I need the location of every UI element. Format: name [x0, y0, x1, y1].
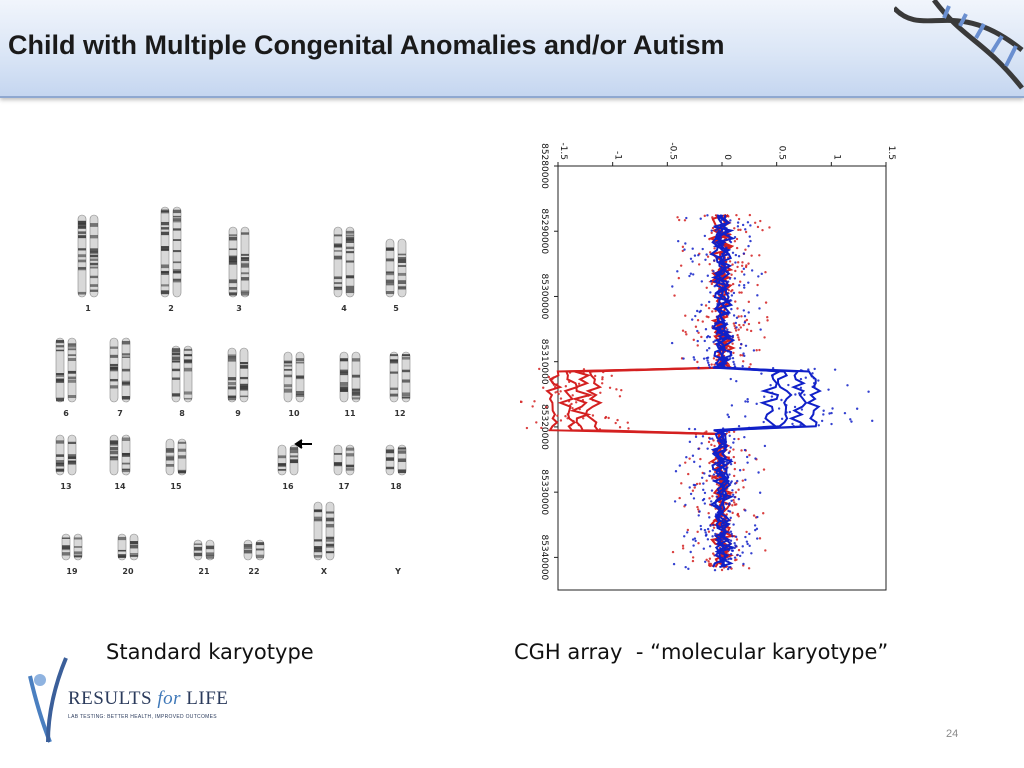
cgh-caption: CGH array - “molecular karyotype” — [514, 640, 889, 664]
logo-wordmark: RESULTS for LIFE — [68, 688, 229, 709]
logo-tagline: LAB TESTING: BETTER HEALTH, IMPROVED OUT… — [68, 714, 217, 720]
chromosome-label: 13 — [60, 482, 71, 491]
chromosome-label: 10 — [288, 409, 300, 418]
figure-icon — [28, 657, 68, 743]
chromosome-pair — [165, 438, 187, 476]
chromosome-pair — [109, 337, 131, 403]
chromosome-label: 6 — [63, 409, 69, 418]
chromosome-label: Y — [394, 567, 401, 576]
slide-title: Child with Multiple Congenital Anomalies… — [8, 30, 725, 60]
x-tick-label: 85330000 — [539, 469, 549, 515]
chromosome-label: 1 — [85, 304, 91, 313]
results-for-life-logo: RESULTS for LIFE LAB TESTING: BETTER HEA… — [22, 652, 228, 748]
chromosome-pair — [339, 351, 361, 403]
arrow-icon — [294, 439, 312, 449]
series-line — [709, 214, 822, 568]
chromosome-label: 11 — [344, 409, 356, 418]
y-tick-label: 1 — [831, 154, 841, 160]
y-tick-label: 0 — [722, 154, 732, 160]
chromosome-pair — [55, 337, 77, 403]
title-bar: Child with Multiple Congenital Anomalies… — [0, 0, 1024, 98]
y-tick-label: 0.5 — [777, 146, 787, 160]
chromosome-pair — [385, 444, 407, 476]
chromosome-label: 22 — [248, 567, 259, 576]
chromosome-pair — [333, 444, 355, 476]
chromosome-pair — [55, 434, 77, 476]
x-tick-label: 85280000 — [539, 143, 549, 189]
chromosome-label: 4 — [341, 304, 347, 313]
y-tick-label: -0.5 — [667, 142, 677, 160]
chromosome-pair — [171, 345, 193, 403]
chromosome-label: 8 — [179, 409, 185, 418]
chromosome-label: 2 — [168, 304, 174, 313]
y-tick-label: -1 — [613, 151, 623, 160]
chromosome-label: 5 — [393, 304, 399, 313]
chromosome-label: X — [321, 567, 328, 576]
chromosome-label: 20 — [122, 567, 134, 576]
chromosome-pair — [333, 226, 355, 298]
chromosome-pair — [109, 434, 131, 476]
dna-helix-icon — [894, 0, 1024, 90]
chromosome-pair — [313, 501, 335, 561]
x-tick-label: 85320000 — [539, 404, 549, 450]
chromosome-label: 14 — [114, 482, 126, 491]
chromosome-pair — [283, 351, 305, 403]
chromosome-label: 16 — [282, 482, 294, 491]
chromosome-label: 12 — [394, 409, 405, 418]
chromosome-pair — [385, 238, 407, 298]
chromosome-pair — [227, 347, 249, 403]
y-tick-label: -1.5 — [558, 142, 568, 160]
chromosome-label: 15 — [170, 482, 182, 491]
x-tick-label: 85310000 — [539, 339, 549, 385]
x-tick-label: 85290000 — [539, 208, 549, 254]
chromosome-label: 21 — [198, 567, 210, 576]
chromosome-label: 3 — [236, 304, 242, 313]
series-line — [711, 214, 783, 568]
series-line — [709, 214, 808, 568]
chromosome-label: 18 — [390, 482, 402, 491]
chromosome-pair — [61, 533, 83, 561]
chromosome-pair — [228, 226, 250, 298]
chromosome-label: 17 — [338, 482, 349, 491]
page-number: 24 — [946, 728, 959, 740]
chromosome-pair — [193, 539, 215, 561]
chromosome-pair — [77, 214, 99, 298]
chromosome-label: 7 — [117, 409, 123, 418]
chromosome-label: 9 — [235, 409, 241, 418]
x-tick-label: 85340000 — [539, 534, 549, 580]
chromosome-pair — [389, 351, 411, 403]
chromosome-label: 19 — [66, 567, 78, 576]
chromosome-pair — [277, 444, 299, 476]
karyotype-caption: Standard karyotype — [106, 640, 314, 664]
y-tick-label: 1.5 — [886, 146, 896, 160]
x-tick-label: 85300000 — [539, 274, 549, 320]
chromosome-pair — [160, 206, 182, 298]
chromosome-pair — [243, 539, 265, 561]
cgh-array-chart: -1.5 -1 -0.5 0 0.5 1 1.5 85280000 85290000 853000… — [520, 142, 896, 591]
chromosome-pair — [117, 533, 139, 561]
